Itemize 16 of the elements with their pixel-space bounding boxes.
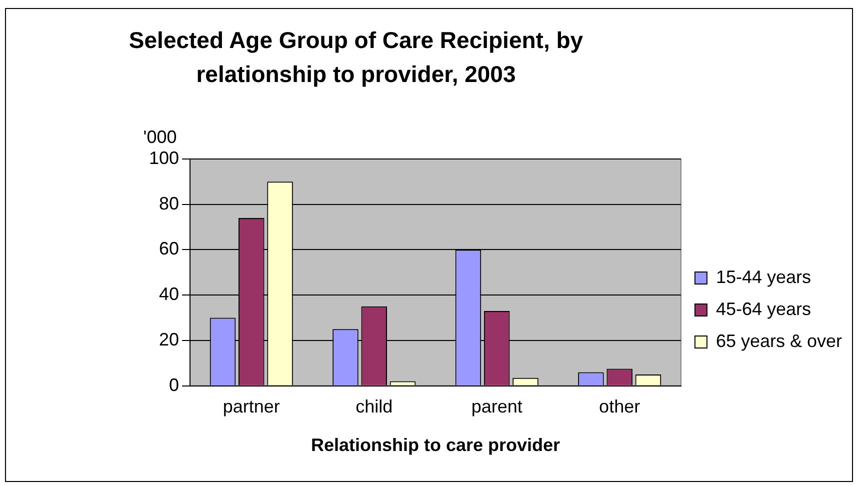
- y-tick-label: 20: [159, 329, 180, 350]
- x-tick-label: child: [356, 396, 393, 417]
- x-tick-label: parent: [471, 396, 522, 417]
- y-tick-label: 60: [159, 238, 180, 259]
- chart-title: Selected Age Group of Care Recipient, by relationship to provider, 2003: [128, 26, 584, 89]
- y-tick-label: 0: [169, 374, 180, 395]
- y-tick-label: 100: [148, 148, 180, 168]
- y-tick-label: 80: [159, 193, 180, 214]
- legend-label: 65 years & over: [716, 330, 842, 351]
- legend-label: 15-44 years: [716, 266, 811, 287]
- x-tick-label: other: [599, 396, 640, 417]
- y-tick-label: 40: [159, 284, 180, 304]
- legend-label: 45-64 years: [716, 298, 811, 319]
- y-axis-title: '000: [143, 126, 177, 147]
- x-tick-label: partner: [222, 396, 280, 417]
- x-axis-title: Relationship to care provider: [310, 435, 560, 456]
